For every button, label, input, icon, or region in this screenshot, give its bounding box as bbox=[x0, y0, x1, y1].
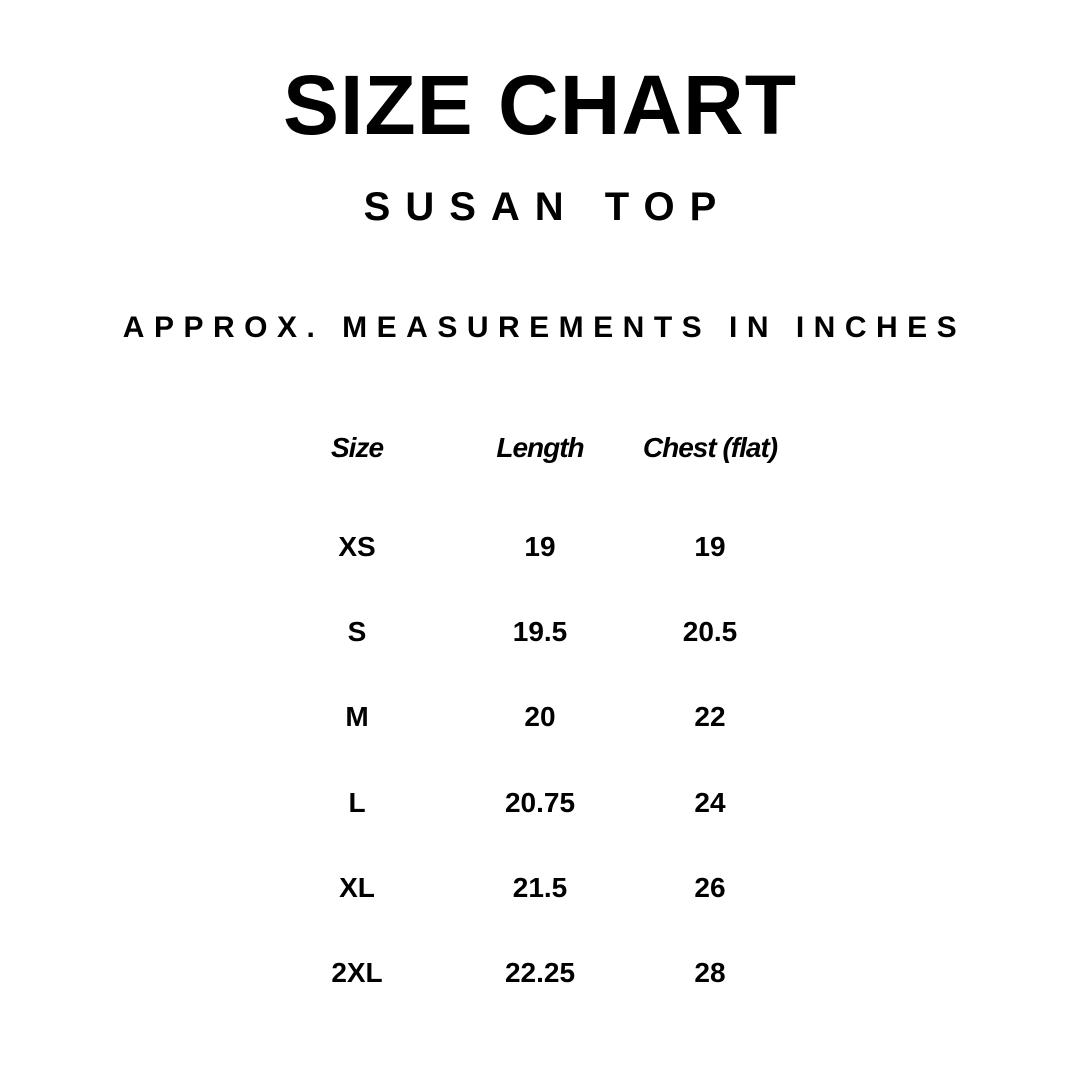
cell-chest: 22 bbox=[694, 701, 726, 733]
header-length: Length bbox=[496, 432, 584, 463]
cell-chest: 28 bbox=[694, 957, 726, 988]
cell-length: 21.5 bbox=[512, 871, 568, 903]
cell-chest: 20.5 bbox=[682, 616, 738, 648]
cell-chest: 24 bbox=[694, 786, 726, 818]
cell-length: 22.25 bbox=[504, 957, 576, 988]
cell-length: 19.5 bbox=[512, 616, 568, 648]
measurement-note: APPROX. MEASUREMENTS IN INCHES bbox=[122, 311, 967, 344]
cell-size: S bbox=[347, 616, 367, 648]
cell-length: 20 bbox=[524, 701, 556, 733]
cell-size: M bbox=[345, 701, 369, 733]
header-chest: Chest (flat) bbox=[642, 432, 778, 463]
cell-size: L bbox=[348, 786, 366, 818]
cell-chest: 26 bbox=[694, 871, 726, 903]
cell-size: 2XL bbox=[331, 957, 383, 988]
cell-size: XL bbox=[339, 871, 375, 903]
page-title: SIZE CHART bbox=[283, 58, 797, 152]
cell-size: XS bbox=[338, 531, 376, 562]
cell-chest: 19 bbox=[694, 531, 726, 562]
cell-length: 19 bbox=[524, 531, 556, 562]
header-size: Size bbox=[330, 432, 384, 463]
cell-length: 20.75 bbox=[504, 786, 576, 818]
product-name: SUSAN TOP bbox=[363, 185, 732, 229]
